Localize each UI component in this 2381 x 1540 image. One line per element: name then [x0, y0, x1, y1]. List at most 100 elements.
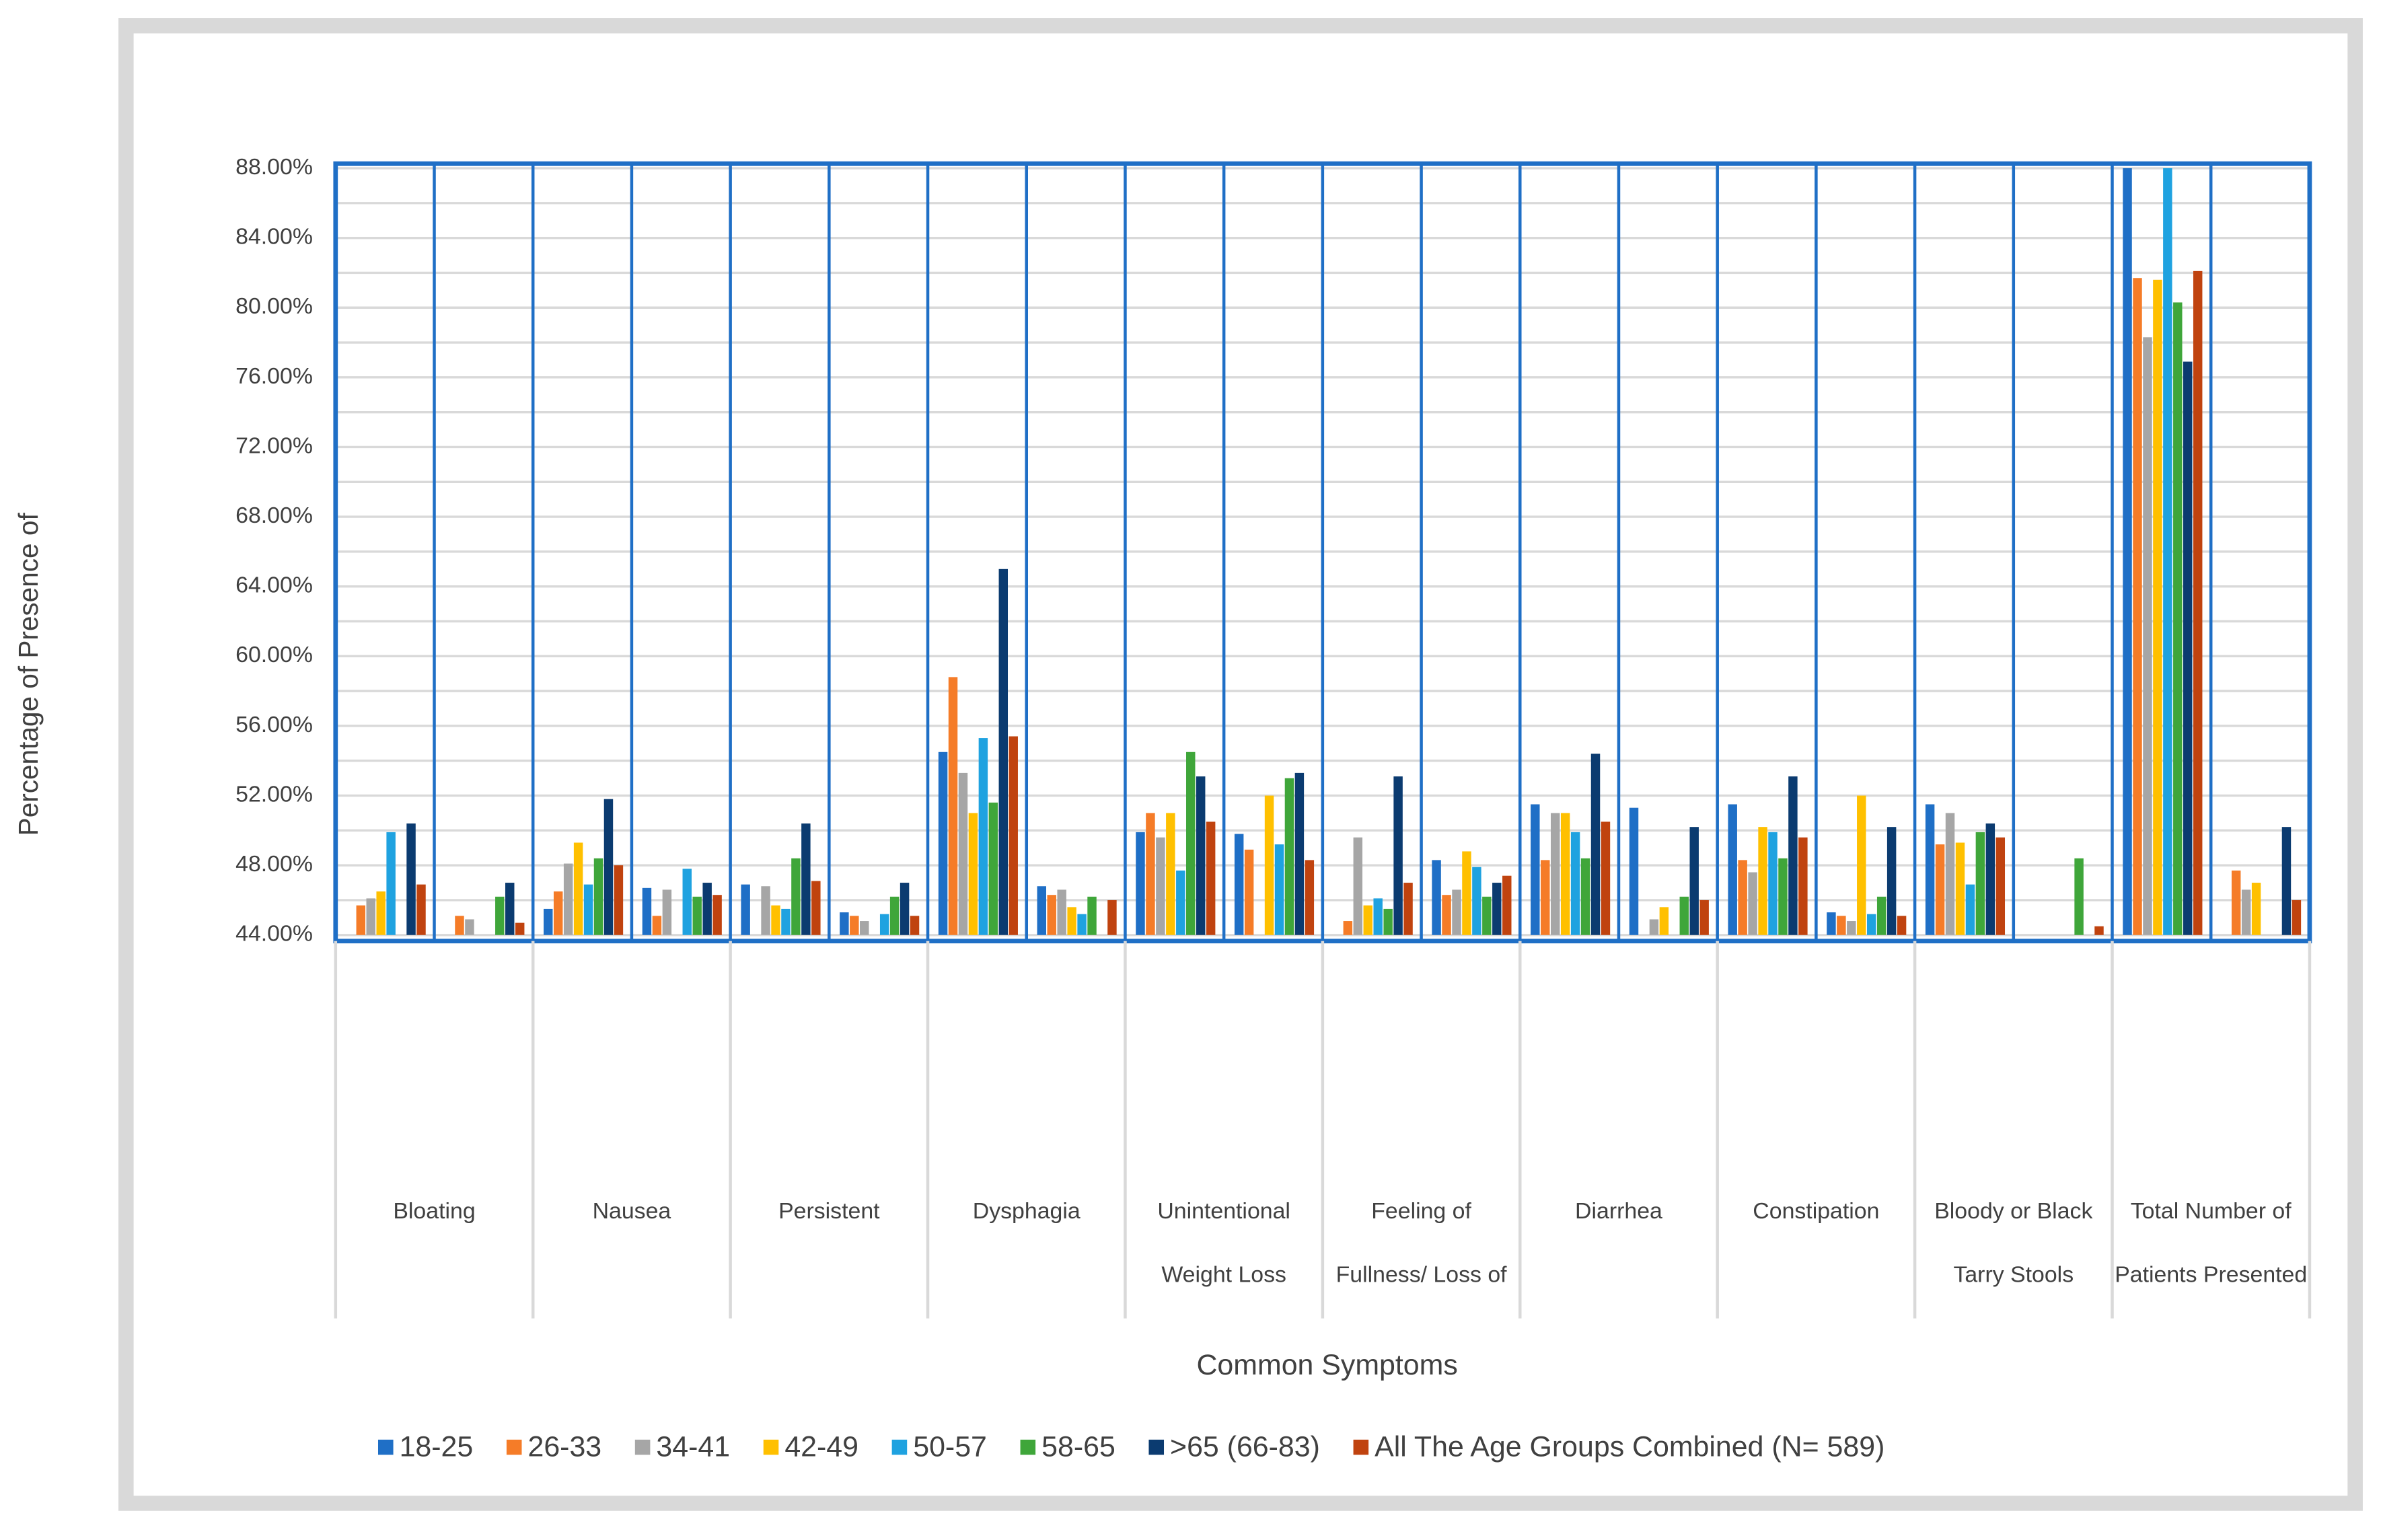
bar	[958, 772, 968, 935]
bar	[1264, 795, 1274, 935]
bar	[2153, 279, 2162, 935]
bar	[2133, 278, 2142, 935]
bar	[2173, 302, 2183, 935]
bar	[1186, 751, 1196, 935]
bar	[1067, 907, 1076, 935]
bar	[662, 889, 672, 935]
bar	[1601, 821, 1611, 935]
bar	[1649, 919, 1659, 935]
bar	[781, 908, 791, 935]
bar	[416, 884, 426, 935]
bar	[1274, 844, 1284, 935]
bar	[2143, 337, 2152, 935]
bar	[465, 919, 474, 935]
bar	[998, 569, 1009, 935]
bar	[1531, 804, 1540, 935]
legend-label: 58-65	[1041, 1431, 1115, 1463]
bar	[1284, 778, 1294, 935]
bar	[583, 884, 593, 935]
bar	[593, 858, 603, 935]
legend-swatch	[763, 1439, 779, 1455]
bar	[1452, 889, 1461, 935]
bar	[1472, 867, 1481, 935]
bar	[1560, 813, 1570, 935]
bar	[1383, 908, 1393, 935]
bar	[1541, 860, 1550, 935]
group-label: Persistent	[778, 1198, 880, 1224]
y-tick-label: 88.00%	[235, 154, 313, 180]
bar	[978, 738, 988, 935]
bar	[1788, 776, 1798, 935]
bar	[544, 908, 553, 935]
bar	[938, 751, 948, 935]
bar	[505, 883, 515, 935]
bar	[1442, 895, 1451, 935]
bar	[2281, 827, 2292, 935]
bar	[1758, 827, 1767, 935]
bar	[1166, 813, 1175, 935]
group-label: Bloody or Black	[1934, 1198, 2092, 1224]
bar	[356, 905, 366, 935]
bar	[455, 916, 464, 935]
bar	[1897, 916, 1907, 935]
bar	[1047, 895, 1056, 935]
bar	[2094, 926, 2104, 935]
bar	[1136, 832, 1145, 935]
bar	[515, 922, 525, 935]
bar	[1738, 860, 1747, 935]
bar	[2193, 270, 2203, 935]
y-tick-label: 72.00%	[235, 433, 313, 458]
bar	[860, 921, 869, 935]
group-label: Diarrhea	[1575, 1198, 1662, 1224]
group-label: Weight Loss	[1161, 1262, 1286, 1288]
bar	[2163, 168, 2172, 935]
bar	[889, 896, 900, 935]
bar	[801, 823, 811, 935]
legend-swatch	[891, 1439, 908, 1455]
bar	[406, 823, 416, 935]
bar	[495, 896, 505, 935]
bar	[1935, 844, 1945, 935]
group-label: Unintentional	[1157, 1198, 1290, 1224]
bar	[366, 898, 375, 935]
bar	[910, 916, 920, 935]
bar	[2123, 168, 2132, 935]
bar	[1679, 896, 1689, 935]
bar	[1146, 813, 1155, 935]
bar	[712, 895, 722, 935]
bar	[761, 886, 770, 935]
bar	[1294, 772, 1305, 935]
bar	[692, 896, 702, 935]
bar	[1995, 837, 2006, 935]
bar	[1373, 898, 1383, 935]
bar	[1176, 870, 1185, 935]
bar	[1778, 858, 1788, 935]
bar	[1550, 813, 1560, 935]
bar	[563, 863, 573, 935]
bar	[968, 813, 978, 935]
legend-swatch	[1020, 1439, 1036, 1455]
bar	[1867, 914, 1876, 935]
bar	[1837, 916, 1846, 935]
bar	[386, 832, 396, 935]
bar	[614, 865, 624, 935]
bar	[1037, 886, 1046, 935]
bar	[1196, 776, 1206, 935]
group-label: Bloating	[393, 1198, 475, 1224]
bar	[791, 858, 801, 935]
bar	[1570, 832, 1580, 935]
bar	[988, 802, 998, 935]
bar	[2241, 889, 2251, 935]
bar	[1403, 883, 1413, 935]
legend-label: 42-49	[784, 1431, 858, 1463]
group-label: Constipation	[1753, 1198, 1879, 1224]
bar	[1353, 837, 1363, 935]
bar	[1847, 921, 1856, 935]
y-axis-title: Percentage of Presence of	[13, 513, 44, 836]
bar	[573, 842, 583, 935]
bar	[1107, 900, 1117, 935]
legend-swatch	[506, 1439, 522, 1455]
bar	[1393, 776, 1403, 935]
